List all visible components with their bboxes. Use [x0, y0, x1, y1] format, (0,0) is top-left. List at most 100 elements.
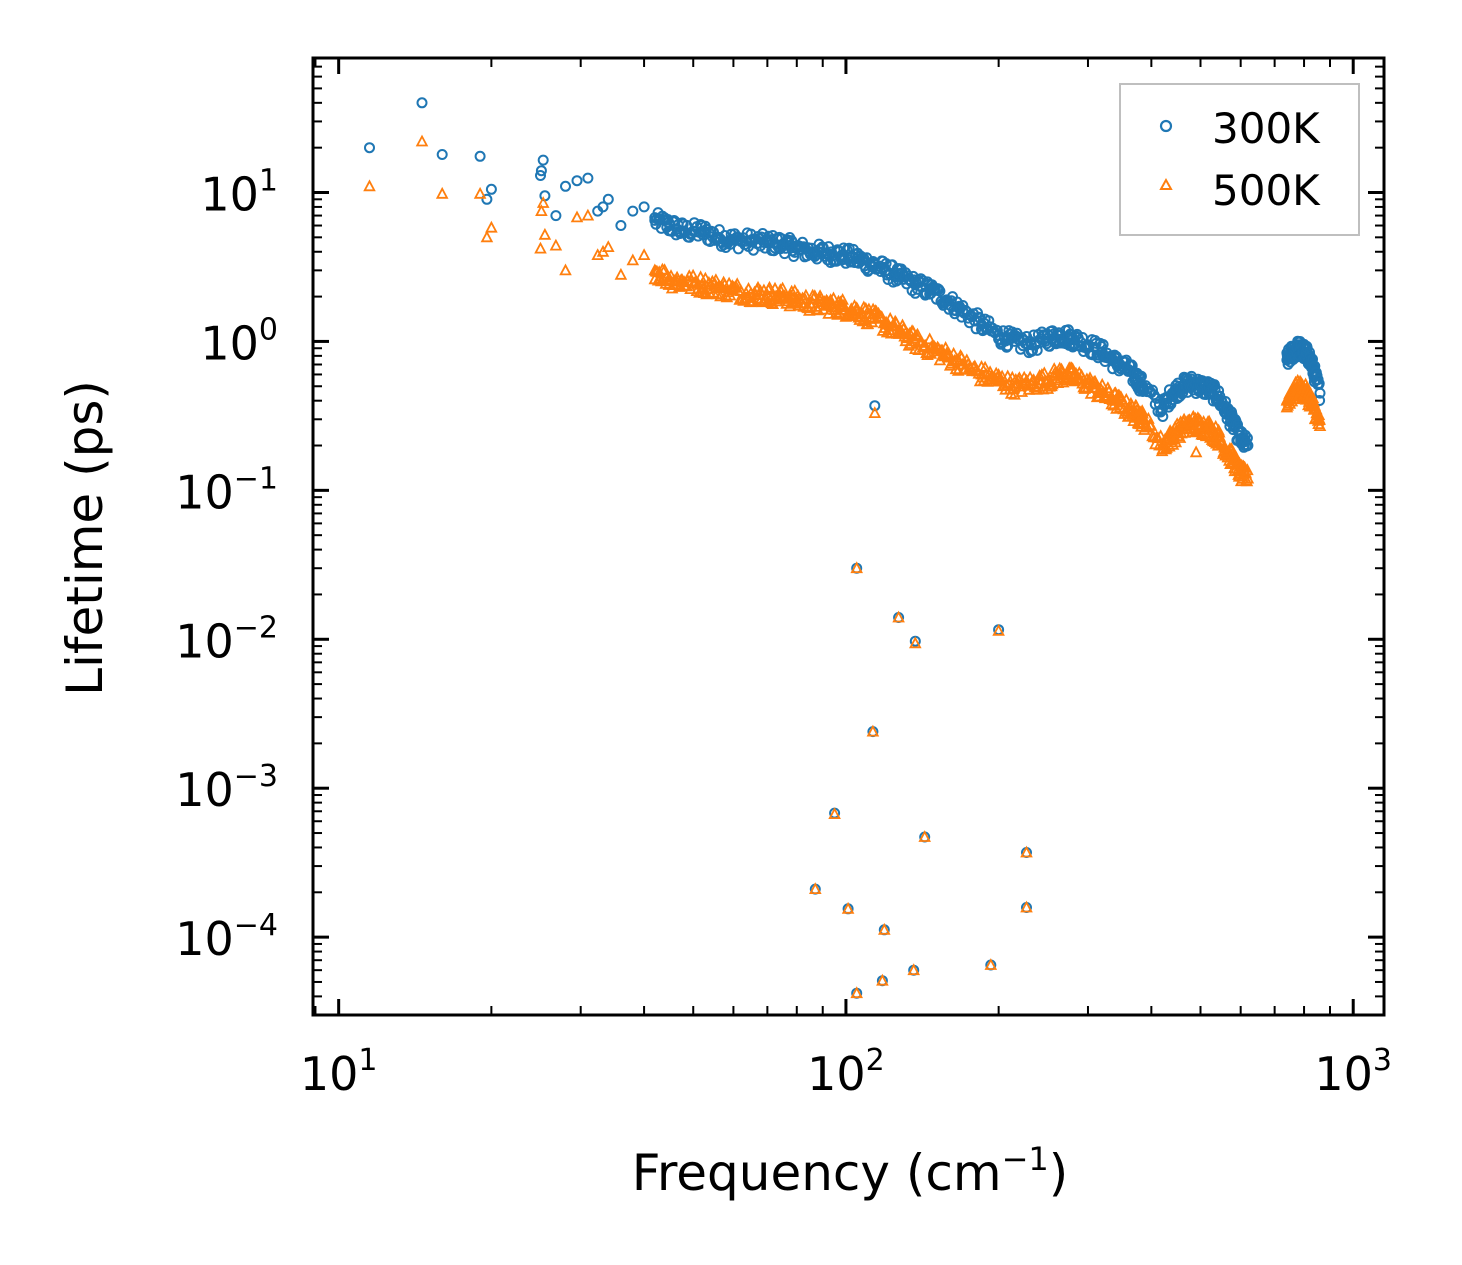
- point-500K-cloud-9: [658, 263, 671, 276]
- point-300K-cloud-290: [970, 323, 982, 335]
- point-500K-cloud-395: [1084, 386, 1098, 399]
- point-500K-cloud-112: [776, 281, 789, 294]
- plot-frame: [311, 56, 1386, 1017]
- point-300K-main-17: [615, 220, 627, 231]
- point-500K-cloud-585: [1225, 442, 1238, 454]
- point-300K-cloud-210: [880, 258, 892, 269]
- point-500K-main-9: [538, 227, 552, 240]
- point-500K-main-11: [559, 263, 572, 276]
- point-500K-main-12: [570, 210, 584, 223]
- point-500K-main-19: [637, 248, 651, 261]
- point-500K-cloud-228: [898, 329, 911, 342]
- point-500K-cloud-300: [982, 372, 996, 385]
- point-500K-outlier-16: [984, 958, 998, 970]
- point-500K-main-4: [480, 230, 494, 243]
- point-500K-outlier-17: [1189, 445, 1203, 458]
- point-500K-main-17: [614, 267, 628, 280]
- x-tick-label: 101: [300, 1043, 378, 1101]
- point-500K-main-14: [591, 248, 604, 261]
- point-500K-outlier-0: [868, 406, 882, 419]
- point-500K-cloud-383: [1071, 371, 1085, 384]
- point-300K-main-12: [571, 175, 583, 187]
- point-300K-main-0: [364, 142, 375, 154]
- point-500K-outlier-1: [850, 561, 863, 574]
- point-300K-main-2: [436, 149, 448, 160]
- point-300K-cloud-407: [1097, 339, 1109, 350]
- point-500K-outlier-11: [1020, 900, 1033, 913]
- y-tick-label: 10−2: [175, 610, 278, 668]
- point-500K-cloud-54: [709, 273, 723, 286]
- legend: 300K 500K: [1119, 83, 1360, 236]
- point-300K-main-7: [535, 165, 547, 177]
- point-500K-outlier-13: [850, 986, 863, 999]
- y-tick-label: 101: [200, 164, 278, 222]
- point-500K-cloud-697: [1312, 408, 1326, 421]
- point-500K-cloud-134: [799, 288, 813, 301]
- point-500K-cloud-214: [883, 311, 897, 324]
- point-500K-main-6: [534, 241, 547, 254]
- point-300K-cloud-285: [964, 317, 975, 329]
- point-500K-cloud-461: [1136, 406, 1149, 419]
- legend-marker-500k: [1159, 177, 1173, 190]
- y-tick-labels: 101 100 10−1 10−2 10−3 10−4: [175, 164, 278, 967]
- point-500K-main-0: [363, 179, 376, 192]
- point-500K-outlier-4: [992, 623, 1005, 636]
- point-300K-main-3: [474, 150, 486, 162]
- legend-label-500k: 500K: [1212, 166, 1321, 215]
- point-500K-cloud-82: [742, 281, 755, 294]
- point-500K-main-18: [626, 253, 640, 266]
- point-300K-main-11: [560, 180, 571, 192]
- point-500K-cloud-468: [1144, 419, 1158, 431]
- point-300K-main-1: [416, 97, 428, 109]
- point-500K-cloud-189: [857, 300, 871, 313]
- point-500K-cloud-86: [747, 294, 760, 307]
- point-500K-outlier-12: [878, 922, 891, 935]
- point-500K-main-8: [536, 196, 550, 208]
- point-500K-cloud-232: [902, 338, 916, 351]
- point-300K-main-5: [485, 183, 497, 195]
- point-300K-main-4: [481, 193, 493, 205]
- point-300K-main-8: [537, 154, 549, 166]
- point-500K-main-3: [473, 186, 487, 199]
- legend-box: [1119, 83, 1360, 236]
- point-500K-cloud-251: [923, 332, 936, 345]
- point-500K-outlier-3: [909, 636, 922, 649]
- point-300K-main-19: [638, 201, 650, 213]
- point-500K-cloud-345: [1035, 367, 1049, 380]
- point-500K-outlier-14: [876, 973, 889, 986]
- point-500K-cloud-462: [1136, 410, 1150, 423]
- point-500K-cloud-62: [718, 277, 731, 290]
- point-300K-outlier-0: [869, 400, 881, 412]
- point-300K-main-16: [602, 193, 614, 205]
- point-300K-cloud-153: [821, 248, 832, 260]
- y-tick-label: 10−1: [175, 461, 278, 519]
- data-marks: [363, 97, 1327, 999]
- point-500K-cloud-614: [1240, 474, 1254, 487]
- x-tick-labels: 101 102 103: [300, 1043, 1392, 1101]
- point-500K-cloud-615: [1241, 463, 1254, 476]
- point-300K-main-13: [582, 172, 594, 184]
- point-300K-cloud-680: [1307, 353, 1318, 365]
- point-300K-main-15: [597, 201, 609, 213]
- point-500K-cloud-67: [723, 288, 737, 301]
- point-300K-main-18: [627, 205, 639, 217]
- y-tick-label: 100: [200, 312, 278, 370]
- point-500K-cloud-681: [1306, 391, 1320, 404]
- point-300K-cloud-615: [1241, 432, 1253, 444]
- point-500K-cloud-160: [827, 291, 840, 304]
- y-axis-label: Lifetime (ps): [56, 380, 114, 696]
- point-500K-main-7: [535, 204, 548, 217]
- point-300K-cloud-458: [1135, 370, 1147, 382]
- x-axis-label: Frequency (cm−1): [632, 1140, 1069, 1202]
- point-500K-cloud-432: [1119, 392, 1133, 405]
- point-500K-main-5: [485, 220, 498, 233]
- point-500K-outlier-5: [866, 724, 880, 737]
- point-500K-cloud-220: [890, 316, 903, 329]
- point-300K-cloud-698: [1313, 377, 1325, 389]
- point-500K-cloud-475: [1154, 429, 1168, 442]
- point-300K-cloud-260: [934, 285, 946, 297]
- point-500K-cloud-215: [884, 326, 898, 339]
- point-300K-cloud-614: [1241, 440, 1253, 452]
- point-500K-outlier-2: [892, 610, 905, 623]
